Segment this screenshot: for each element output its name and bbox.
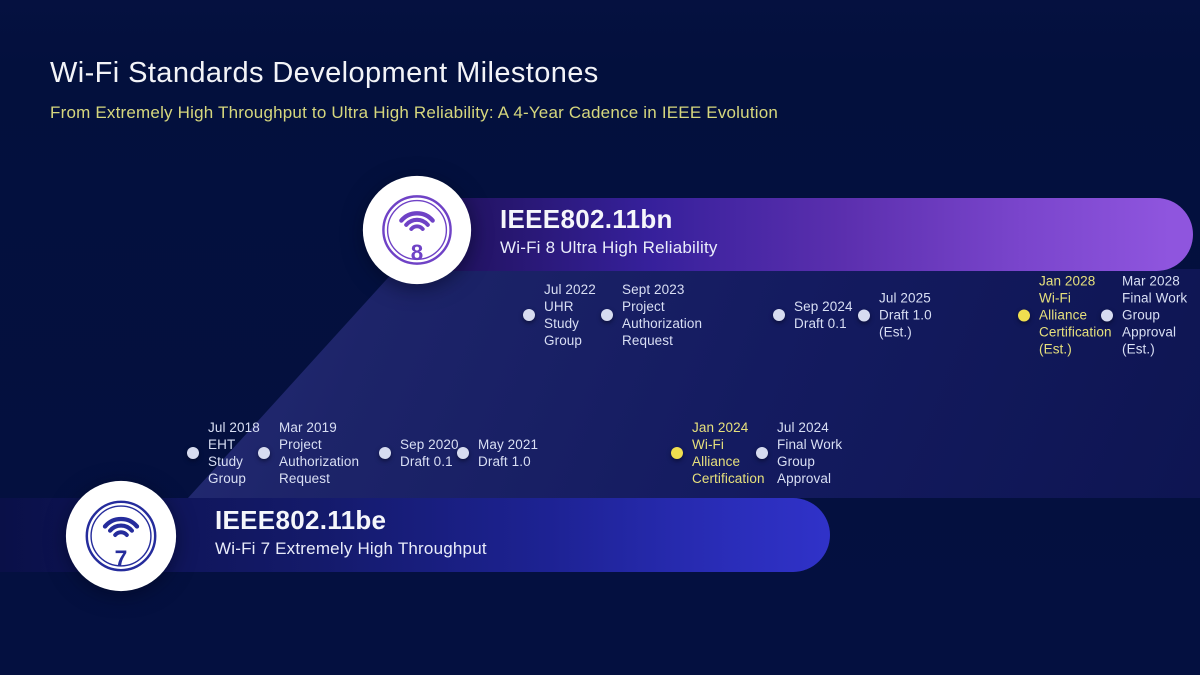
milestone-dot: [523, 309, 535, 321]
milestone-may-2021-draft-1-0: May 2021 Draft 1.0: [457, 436, 538, 470]
milestone-dot-highlight: [671, 447, 683, 459]
milestone-dot: [1101, 309, 1113, 321]
milestone-label: Jan 2024 Wi-Fi Alliance Certification: [692, 420, 765, 486]
milestone-mar-2028-final-approval: Mar 2028 Final Work Group Approval (Est.…: [1101, 273, 1187, 358]
milestone-label: Sep 2024 Draft 0.1: [794, 299, 853, 331]
wifi8-badge: 8: [361, 174, 473, 291]
milestone-label: Jul 2018 EHT Study Group: [208, 420, 260, 486]
wifi7-description: Wi-Fi 7 Extremely High Throughput: [215, 539, 487, 558]
wifi8-icon: 8: [362, 175, 472, 285]
page-subtitle: From Extremely High Throughput to Ultra …: [50, 103, 779, 122]
milestone-jul-2025-draft-1-0: Jul 2025 Draft 1.0 (Est.): [858, 290, 932, 341]
milestone-jul-2018-eht-study-group: Jul 2018 EHT Study Group: [187, 419, 260, 487]
milestone-dot: [756, 447, 768, 459]
milestone-label: Jan 2028 Wi-Fi Alliance Certification (E…: [1039, 273, 1112, 357]
milestone-jan-2028-wfa-certification: Jan 2028 Wi-Fi Alliance Certification (E…: [1018, 273, 1112, 358]
milestone-jul-2022-uhr-study-group: Jul 2022 UHR Study Group: [523, 281, 596, 349]
wifi7-band-text: IEEE802.11be Wi-Fi 7 Extremely High Thro…: [215, 505, 487, 559]
milestone-jan-2024-wfa-certification: Jan 2024 Wi-Fi Alliance Certification: [671, 419, 765, 487]
wifi7-icon: 7: [65, 480, 177, 592]
milestone-dot: [773, 309, 785, 321]
milestone-label: Mar 2028 Final Work Group Approval (Est.…: [1122, 273, 1188, 357]
milestone-sep-2024-draft-0-1: Sep 2024 Draft 0.1: [773, 298, 853, 332]
milestone-label: May 2021 Draft 1.0: [478, 437, 539, 469]
milestone-label: Sept 2023 Project Authorization Request: [622, 282, 703, 348]
milestone-dot: [379, 447, 391, 459]
milestone-dot: [187, 447, 199, 459]
svg-text:8: 8: [411, 240, 423, 265]
wifi7-standard-name: IEEE802.11be: [215, 505, 387, 535]
page-title: Wi-Fi Standards Development Milestones: [50, 57, 599, 89]
milestone-dot: [858, 309, 870, 321]
milestone-mar-2019-par: Mar 2019 Project Authorization Request: [258, 419, 359, 487]
wifi8-band: [416, 198, 1193, 271]
milestone-label: Jul 2022 UHR Study Group: [544, 282, 596, 348]
milestone-dot: [457, 447, 469, 459]
wifi8-band-text: IEEE802.11bn Wi-Fi 8 Ultra High Reliabil…: [500, 204, 718, 258]
milestone-label: Sep 2020 Draft 0.1: [400, 437, 459, 469]
milestone-dot: [601, 309, 613, 321]
milestone-label: Mar 2019 Project Authorization Request: [279, 420, 360, 486]
wifi7-badge: 7: [64, 479, 178, 598]
milestone-label: Jul 2025 Draft 1.0 (Est.): [879, 290, 932, 340]
milestone-sep-2020-draft-0-1: Sep 2020 Draft 0.1: [379, 436, 459, 470]
wifi8-description: Wi-Fi 8 Ultra High Reliability: [500, 238, 718, 257]
milestone-label: Jul 2024 Final Work Group Approval: [777, 420, 843, 486]
milestone-sept-2023-par: Sept 2023 Project Authorization Request: [601, 281, 702, 349]
wifi8-standard-name: IEEE802.11bn: [500, 204, 673, 234]
milestone-dot-highlight: [1018, 309, 1030, 321]
svg-text:7: 7: [115, 545, 128, 571]
milestone-jul-2024-final-approval: Jul 2024 Final Work Group Approval: [756, 419, 842, 487]
milestone-dot: [258, 447, 270, 459]
